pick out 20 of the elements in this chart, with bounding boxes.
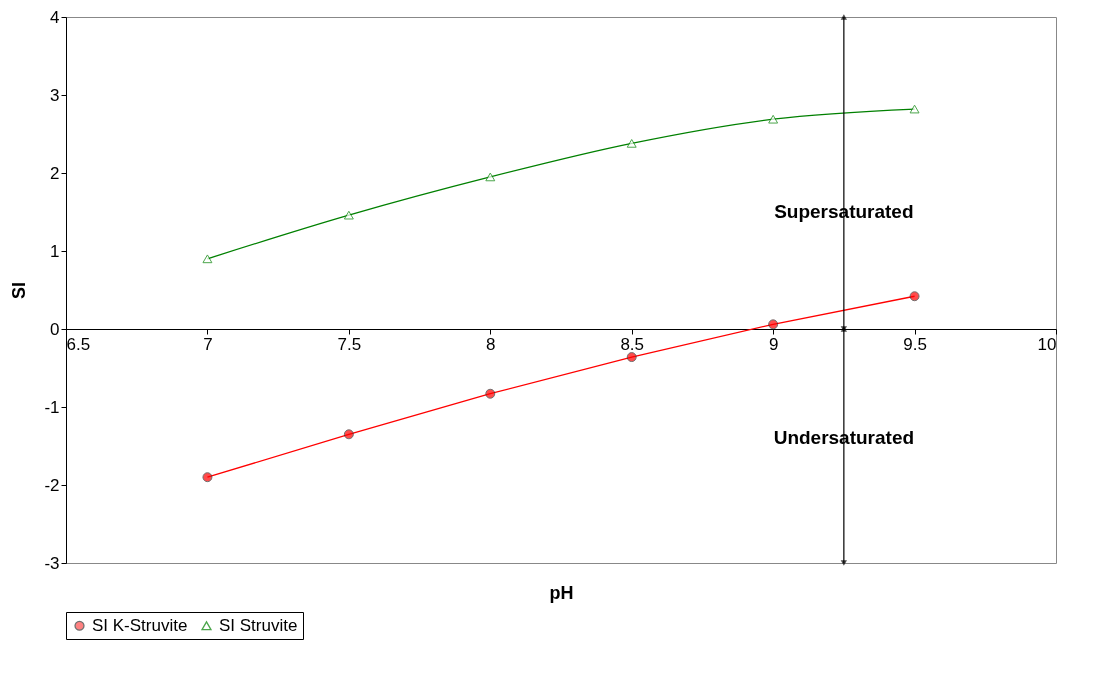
y-axis-title: SI [9,281,30,300]
y-tick-label: -2 [44,475,60,495]
y-tick-label: 2 [50,163,60,183]
y-tick-label: 0 [50,319,60,339]
legend-label: SI K-Struvite [92,615,188,635]
y-tick-label: -3 [44,553,60,573]
x-tick-label: 8.5 [620,334,645,354]
x-tick-label: 8 [486,334,496,354]
x-tick-label: 7.5 [337,334,362,354]
x-axis-title: pH [549,582,574,603]
x-tick-label: 6.5 [66,334,91,354]
x-tick-label: 10 [1037,334,1057,354]
legend-label: SI Struvite [219,615,298,635]
x-tick-label: 9 [768,334,779,354]
y-tick-label: -1 [44,397,60,417]
y-tick-label: 3 [50,85,60,105]
x-tick-label: 7 [203,334,213,354]
y-tick-label: 4 [50,7,60,27]
y-tick-label: 1 [50,241,60,261]
x-tick-label: 9.5 [903,334,927,354]
